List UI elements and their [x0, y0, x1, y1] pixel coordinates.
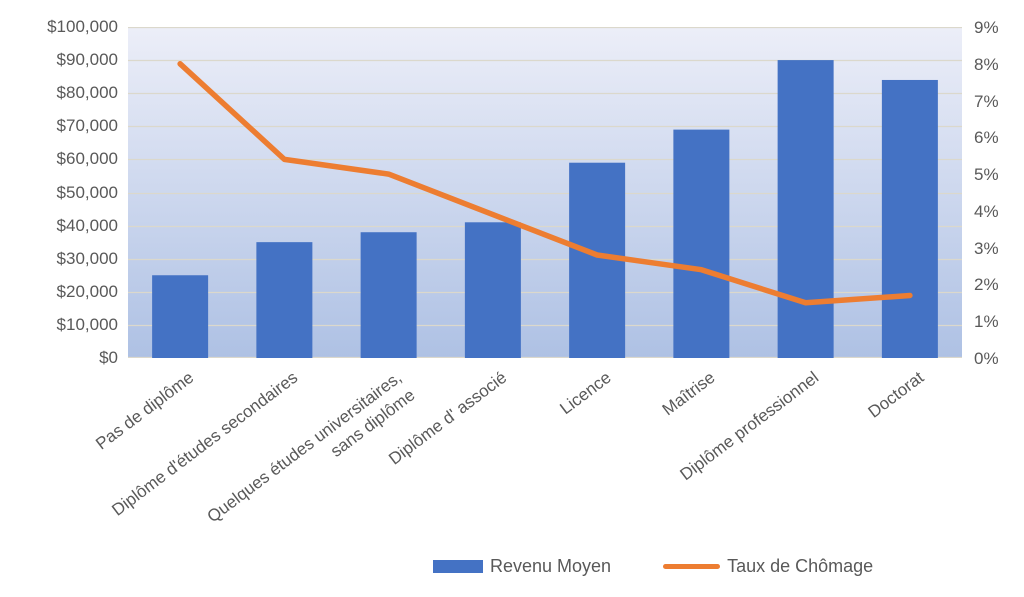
bar-revenu-moyen-2 — [360, 232, 417, 358]
left-axis-tick: $30,000 — [56, 248, 118, 268]
legend-line-swatch — [663, 564, 721, 569]
bar-revenu-moyen-3 — [464, 222, 521, 358]
legend-label-taux-de-chomage: Taux de Chômage — [727, 556, 874, 576]
line-taux-de-chomage — [177, 61, 913, 306]
legend-label-revenu-moyen: Revenu Moyen — [490, 556, 612, 576]
legend: Revenu Moyen Taux de Chômage — [433, 556, 873, 577]
right-axis-tick: 7% — [974, 91, 999, 111]
left-axis-tick: $20,000 — [56, 281, 118, 301]
left-axis-tick: $0 — [99, 348, 118, 367]
plot-canvas — [128, 27, 962, 358]
right-axis-tick: 6% — [974, 128, 999, 148]
right-axis-tick: 9% — [974, 18, 999, 37]
left-axis-tick: $10,000 — [56, 314, 118, 334]
right-axis-tick: 0% — [974, 349, 999, 368]
legend-item-taux-de-chomage: Taux de Chômage — [663, 556, 873, 577]
category-label-7: Doctorat — [864, 367, 927, 422]
left-axis-tick: $100,000 — [47, 17, 118, 36]
bar-revenu-moyen-0 — [152, 275, 209, 358]
right-axis-tick: 2% — [974, 275, 999, 295]
left-axis-tick: $60,000 — [56, 149, 118, 169]
plot-area — [128, 27, 962, 358]
right-axis-tick: 8% — [974, 54, 999, 74]
right-axis-tick: 1% — [974, 312, 999, 332]
left-axis-tick: $50,000 — [56, 182, 118, 202]
right-axis-tick: 3% — [974, 238, 999, 258]
legend-item-revenu-moyen: Revenu Moyen — [433, 556, 611, 577]
bar-revenu-moyen-1 — [256, 242, 313, 358]
category-label-0: Pas de diplôme — [92, 367, 198, 454]
right-axis-tick: 5% — [974, 165, 999, 185]
left-axis-tick: $70,000 — [56, 116, 118, 136]
left-axis-tick: $90,000 — [56, 50, 118, 70]
left-axis-tick: $40,000 — [56, 215, 118, 235]
right-axis-tick: 4% — [974, 201, 999, 221]
category-label-5: Maîtrise — [658, 367, 719, 420]
legend-bar-swatch — [433, 560, 483, 573]
category-label-4: Licence — [555, 367, 615, 419]
left-axis-tick: $80,000 — [56, 83, 118, 103]
bar-revenu-moyen-7 — [881, 79, 938, 358]
bar-revenu-moyen-5 — [673, 129, 730, 358]
bar-revenu-moyen-6 — [777, 60, 834, 358]
